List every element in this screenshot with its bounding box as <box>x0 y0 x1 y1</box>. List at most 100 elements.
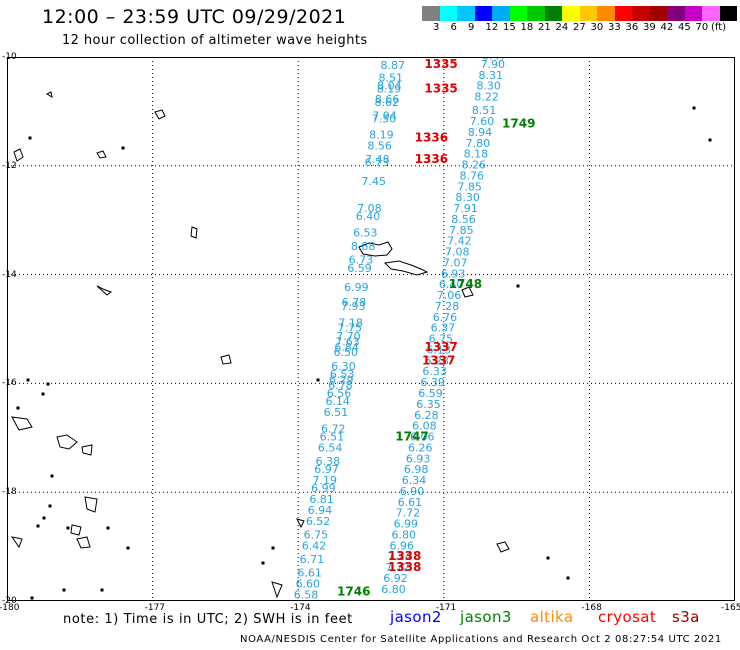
island-outline <box>96 150 107 159</box>
islet-dot <box>41 392 45 396</box>
latitude-label: -12 <box>2 160 17 171</box>
swh-label: 6.60 <box>296 577 321 590</box>
swh-label: 8.04 <box>377 80 402 93</box>
swh-label: 8.62 <box>374 96 399 109</box>
island-outline <box>220 354 232 365</box>
time-label: 1336 <box>415 130 448 144</box>
swh-label: 6.38 <box>316 455 341 468</box>
color-swatch <box>632 6 650 21</box>
swh-label: 8.88 <box>351 240 376 253</box>
island-outline <box>84 496 98 513</box>
swh-label: 6.61 <box>297 567 322 580</box>
color-swatch <box>439 6 457 21</box>
islet-dot <box>106 526 110 530</box>
islet-dot <box>50 474 54 478</box>
swh-label: 7.93 <box>341 300 366 313</box>
swh-label: 6.06 <box>410 431 435 444</box>
color-swatch <box>474 6 492 21</box>
swh-label: 7.70 <box>336 330 361 343</box>
color-scale-label: 45 <box>678 22 691 33</box>
color-scale-label: 18 <box>520 22 534 33</box>
swh-label: 7.06 <box>437 289 462 302</box>
map-border <box>7 57 735 601</box>
islet-dot <box>566 576 570 580</box>
swh-label: 6.61 <box>398 496 423 509</box>
islet-dot <box>30 596 34 600</box>
page-title: 12:00 – 23:59 UTC 09/29/2021 <box>42 6 347 28</box>
island-outline <box>190 226 198 239</box>
swh-label: 6.93 <box>441 267 466 280</box>
page-subtitle: 12 hour collection of altimeter wave hei… <box>62 33 368 48</box>
swh-label: 6.93 <box>406 452 431 465</box>
swh-label: 7.72 <box>385 561 410 574</box>
color-scale-label: 12 <box>485 22 499 33</box>
swh-label: 7.72 <box>396 507 421 520</box>
swh-label: 7.85 <box>457 180 482 193</box>
color-swatch <box>509 6 527 21</box>
swh-label: 8.66 <box>375 93 400 106</box>
swh-label: 8.19 <box>369 129 394 142</box>
swh-label: 6.92 <box>383 572 408 585</box>
coastlines <box>10 91 712 600</box>
swh-label: 6.71 <box>300 553 325 566</box>
color-scale-label: 9 <box>468 22 475 33</box>
swh-label: 6.59 <box>418 387 443 400</box>
swh-label: 7.75 <box>337 322 362 335</box>
color-swatch <box>492 6 510 21</box>
swh-label: 6.30 <box>331 360 356 373</box>
islet-dot <box>62 588 66 592</box>
swh-label: 6.26 <box>408 441 433 454</box>
swh-label: 7.50 <box>372 112 397 125</box>
islet-dot <box>271 546 275 550</box>
color-scale-label: 21 <box>538 22 551 33</box>
swh-label: 6.94 <box>308 504 333 517</box>
island-outline <box>296 518 305 529</box>
swh-label: 7.42 <box>447 235 472 248</box>
time-label: 1335 <box>424 57 457 71</box>
satellite-cryosat: cryosat <box>598 608 657 626</box>
swh-label: 7.48 <box>365 153 390 166</box>
satellite-jason3: jason3 <box>460 608 512 626</box>
credit-line: NOAA/NESDIS Center for Satellite Applica… <box>240 634 722 645</box>
color-scale-label: 15 <box>503 22 516 33</box>
islet-dot <box>708 138 712 142</box>
map-frame: 8.87 8.51 8.04 8.19 8.66 8.62 7.94 7.50 8.19 8.56… <box>7 50 735 601</box>
swh-label: 7.08 <box>357 202 382 215</box>
color-swatch <box>719 6 737 21</box>
swh-label: 8.56 <box>451 213 476 226</box>
time-label: 1749 <box>502 117 535 131</box>
color-swatch <box>684 6 702 21</box>
swh-label: 8.22 <box>474 91 499 104</box>
islet-dot <box>16 406 20 410</box>
swh-label: 8.30 <box>455 191 480 204</box>
island-outline <box>96 285 113 296</box>
swh-label: 8.87 <box>381 59 406 72</box>
islet-dot <box>100 588 104 592</box>
swh-label: 6.80 <box>381 583 406 596</box>
time-label: 1336 <box>415 152 448 166</box>
color-scale-label: 36 <box>625 22 639 33</box>
swh-label: 8.31 <box>479 69 504 82</box>
latitude-label: -16 <box>2 378 17 389</box>
swh-label: 8.51 <box>378 71 403 84</box>
swh-label: 6.75 <box>429 333 454 346</box>
swh-label: 7.19 <box>313 474 338 487</box>
swh-label: 6.53 <box>330 368 355 381</box>
satellite-jason2: jason2 <box>390 608 442 626</box>
island-outline <box>70 524 82 536</box>
islet-dot <box>516 284 520 288</box>
color-scale-label: 27 <box>573 22 586 33</box>
swh-label: 6.84 <box>334 341 359 354</box>
swh-label: 6.78 <box>342 296 367 309</box>
latitude-label: -18 <box>2 487 17 498</box>
swh-label: 6.96 <box>389 539 414 552</box>
islet-dot <box>316 378 320 382</box>
swh-label: 6.50 <box>333 346 358 359</box>
track-west-swh-labels: 8.878.518.048.198.668.627.947.508.198.56… <box>294 59 405 601</box>
swh-label: 6.37 <box>431 322 456 335</box>
swh-label: 6.40 <box>439 278 464 291</box>
graticule <box>7 57 735 601</box>
swh-label: 6.35 <box>416 398 441 411</box>
